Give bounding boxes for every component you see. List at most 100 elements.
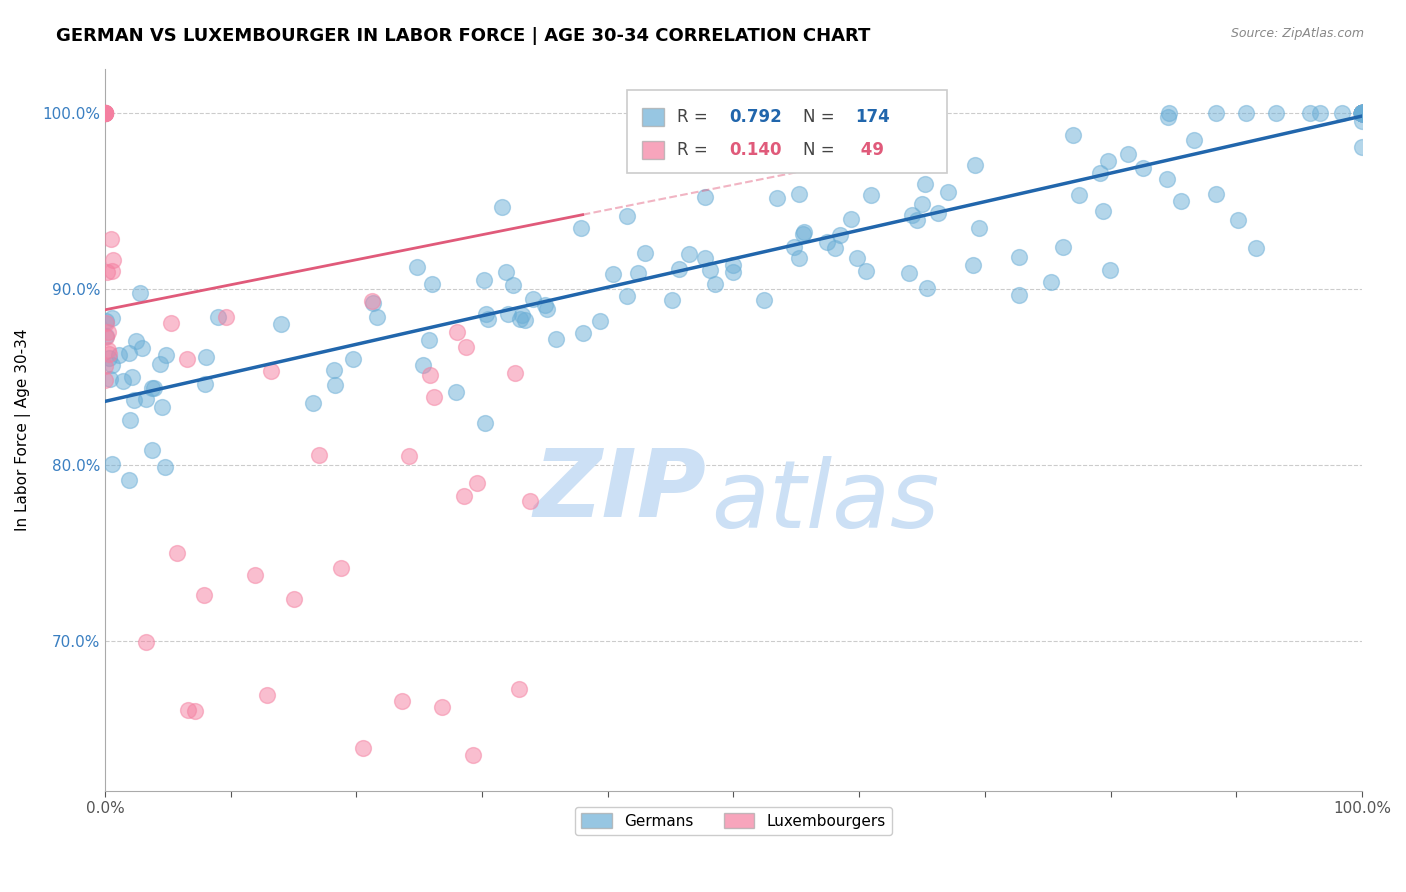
Point (783, 240, 806, 254)
Point (1205, 105, 1227, 120)
Point (1351, 105, 1374, 120)
Point (97, 346, 120, 360)
Point (1039, 275, 1062, 289)
Point (1156, 172, 1178, 186)
Point (900, 208, 922, 222)
Point (792, 227, 814, 242)
Point (124, 392, 146, 407)
Point (938, 185, 960, 199)
Point (94, 105, 117, 120)
Point (142, 381, 165, 395)
Point (94, 105, 117, 120)
Point (534, 298, 557, 312)
Point (859, 187, 882, 202)
Point (721, 264, 744, 278)
Point (330, 561, 353, 575)
Point (366, 310, 388, 324)
Point (1351, 105, 1374, 120)
Point (1351, 105, 1374, 120)
Point (256, 689, 278, 703)
Text: atlas: atlas (711, 457, 939, 548)
Point (1351, 105, 1374, 120)
Point (422, 277, 444, 292)
Point (135, 392, 157, 406)
Point (1351, 105, 1374, 120)
Point (94, 105, 117, 120)
Point (914, 178, 936, 192)
Point (1351, 105, 1374, 120)
Point (94, 329, 117, 343)
Point (1088, 166, 1111, 180)
Point (135, 634, 157, 648)
Point (1331, 105, 1354, 120)
Point (176, 352, 198, 367)
Text: 174: 174 (855, 108, 890, 126)
Point (1157, 110, 1180, 124)
Bar (641, 108, 665, 126)
Point (108, 348, 131, 362)
Point (101, 358, 124, 372)
Point (509, 312, 531, 326)
Point (1351, 105, 1374, 120)
Point (323, 363, 346, 377)
Point (1007, 287, 1029, 301)
Point (815, 235, 838, 250)
Point (97, 343, 120, 357)
Point (1351, 105, 1374, 120)
Point (194, 350, 217, 364)
Point (787, 187, 810, 202)
Point (1351, 105, 1374, 120)
Point (419, 368, 441, 383)
Point (1351, 105, 1374, 120)
Point (569, 220, 592, 235)
Point (915, 281, 938, 295)
Point (661, 293, 683, 308)
Point (787, 251, 810, 265)
Point (1351, 105, 1374, 120)
Legend: Germans, Luxembourgers: Germans, Luxembourgers (575, 806, 891, 835)
Point (1351, 105, 1374, 120)
Point (765, 191, 787, 205)
Point (101, 310, 124, 325)
Point (475, 307, 498, 321)
Point (432, 699, 454, 714)
Point (1351, 105, 1374, 120)
Point (215, 310, 238, 325)
Point (616, 209, 638, 223)
Point (855, 264, 877, 278)
Point (465, 476, 488, 491)
Point (693, 251, 716, 265)
Point (454, 340, 477, 354)
Point (502, 278, 524, 293)
Point (1351, 105, 1374, 120)
Point (301, 395, 323, 409)
Point (678, 247, 700, 261)
Point (1092, 204, 1115, 219)
Point (1351, 105, 1374, 120)
Point (141, 443, 163, 458)
Point (94, 105, 117, 120)
Text: R =: R = (676, 141, 713, 159)
Point (129, 286, 152, 301)
Point (166, 546, 188, 560)
Point (94, 330, 117, 344)
Point (361, 296, 384, 310)
Point (1351, 105, 1374, 120)
Point (522, 292, 544, 306)
Point (1299, 105, 1322, 120)
Point (97, 351, 120, 365)
Point (446, 325, 468, 339)
Point (98, 372, 121, 386)
Point (472, 273, 495, 287)
Point (1351, 105, 1374, 120)
Point (1351, 105, 1374, 120)
Point (100, 232, 122, 246)
Point (398, 450, 420, 464)
Point (1097, 154, 1119, 169)
Point (1264, 105, 1286, 120)
Point (308, 448, 330, 462)
Point (423, 390, 446, 404)
Point (1351, 105, 1374, 120)
Point (97, 325, 120, 339)
Point (159, 317, 181, 331)
